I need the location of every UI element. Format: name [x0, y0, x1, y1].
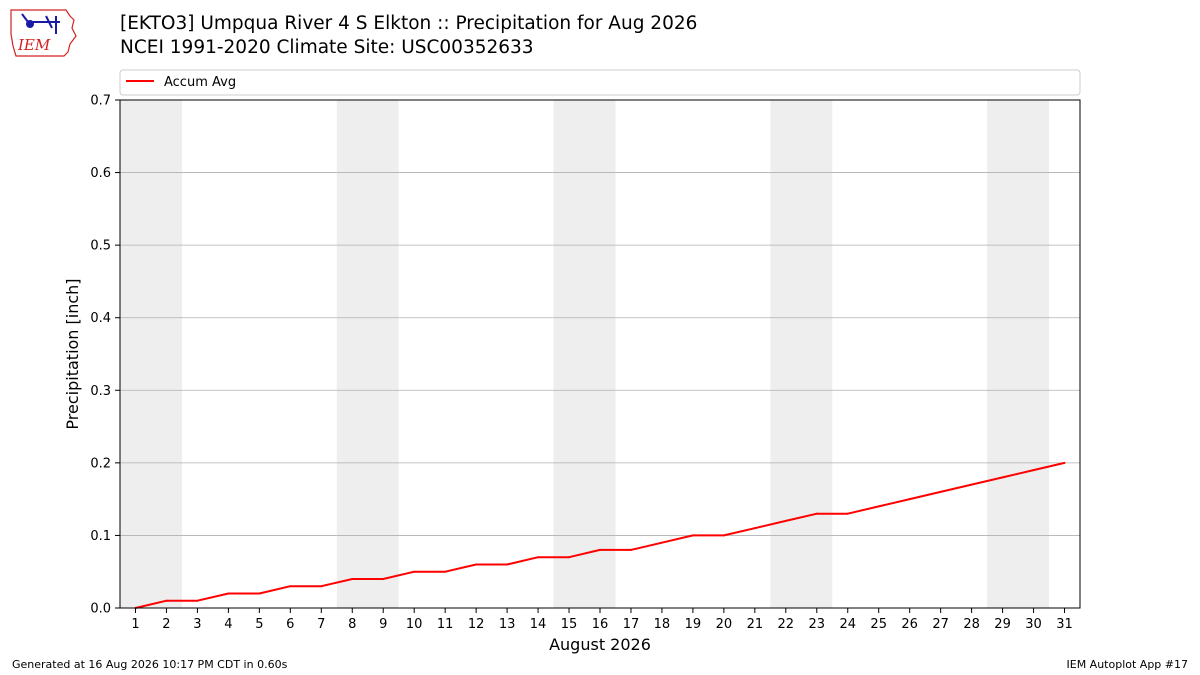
data-point: [753, 527, 756, 530]
x-tick-label: 31: [1056, 617, 1073, 632]
y-tick-label: 0.5: [90, 239, 111, 254]
data-point: [289, 585, 292, 588]
weekend-band: [553, 100, 616, 608]
x-tick-label: 27: [932, 617, 949, 632]
data-point: [258, 592, 261, 595]
y-axis-label: Precipitation [inch]: [63, 278, 82, 429]
data-point: [846, 512, 849, 515]
x-tick-label: 7: [317, 617, 325, 632]
y-tick-label: 0.4: [90, 311, 111, 326]
x-tick-label: 6: [286, 617, 294, 632]
legend-label: Accum Avg: [164, 75, 236, 90]
data-point: [815, 512, 818, 515]
data-point: [320, 585, 323, 588]
x-tick-label: 21: [747, 617, 764, 632]
x-tick-label: 1: [131, 617, 139, 632]
y-tick-label: 0.0: [90, 602, 111, 617]
data-point: [413, 570, 416, 573]
x-axis: 1 2 3 4 5 6 7 8 9 10 11 12 13 14 15 16 17 18 19 20 21 22 23 24 2…: [131, 608, 1073, 632]
weekend-bands: [120, 100, 1050, 608]
data-point: [908, 498, 911, 501]
data-point: [660, 541, 663, 544]
x-tick-label: 16: [592, 617, 609, 632]
data-point: [1032, 469, 1035, 472]
x-tick-label: 24: [839, 617, 856, 632]
x-tick-label: 14: [530, 617, 547, 632]
data-point: [537, 556, 540, 559]
y-tick-label: 0.2: [90, 456, 111, 471]
data-point: [1063, 461, 1066, 464]
data-point: [196, 599, 199, 602]
weekend-band: [987, 100, 1050, 608]
data-point: [351, 577, 354, 580]
x-tick-label: 5: [255, 617, 263, 632]
data-point: [475, 563, 478, 566]
weekend-band: [336, 100, 399, 608]
data-point: [784, 519, 787, 522]
x-tick-label: 11: [437, 617, 454, 632]
data-point: [629, 548, 632, 551]
x-tick-label: 29: [994, 617, 1011, 632]
app-label: IEM Autoplot App #17: [1066, 658, 1189, 671]
y-tick-label: 0.7: [90, 94, 111, 109]
x-tick-label: 15: [561, 617, 578, 632]
generated-timestamp: Generated at 16 Aug 2026 10:17 PM CDT in…: [12, 658, 288, 671]
x-tick-label: 23: [809, 617, 826, 632]
x-tick-label: 18: [654, 617, 671, 632]
x-tick-label: 12: [468, 617, 485, 632]
x-tick-label: 20: [716, 617, 733, 632]
legend-box: [119, 69, 1081, 96]
y-axis: 0.0 0.1 0.2 0.3 0.4 0.5 0.6 0.7: [90, 94, 120, 617]
x-tick-label: 17: [623, 617, 640, 632]
data-point: [877, 505, 880, 508]
legend: Accum Avg: [119, 69, 1081, 96]
y-tick-label: 0.1: [90, 529, 111, 544]
y-tick-label: 0.3: [90, 384, 111, 399]
x-tick-label: 2: [162, 617, 170, 632]
x-tick-label: 25: [870, 617, 887, 632]
data-point: [444, 570, 447, 573]
data-point: [227, 592, 230, 595]
data-point: [939, 490, 942, 493]
data-point: [970, 483, 973, 486]
weekend-band: [120, 100, 182, 608]
title-line-2: NCEI 1991-2020 Climate Site: USC00352633: [120, 37, 534, 58]
data-point: [1001, 476, 1004, 479]
x-tick-label: 22: [778, 617, 795, 632]
data-point: [382, 577, 385, 580]
weekend-band: [770, 100, 833, 608]
data-point: [568, 556, 571, 559]
x-tick-label: 30: [1025, 617, 1042, 632]
x-tick-label: 8: [348, 617, 356, 632]
x-tick-label: 10: [406, 617, 423, 632]
x-tick-label: 13: [499, 617, 516, 632]
data-point: [691, 534, 694, 537]
x-tick-label: 19: [685, 617, 702, 632]
x-tick-label: 26: [901, 617, 918, 632]
y-tick-label: 0.6: [90, 166, 111, 181]
x-tick-label: 3: [193, 617, 201, 632]
weather-station-icon: [21, 13, 60, 34]
iem-logo: IEM: [10, 9, 77, 57]
data-point: [165, 599, 168, 602]
x-tick-label: 9: [379, 617, 387, 632]
chart-title: [EKTO3] Umpqua River 4 S Elkton :: Preci…: [120, 12, 697, 60]
data-point: [506, 563, 509, 566]
title-line-1: [EKTO3] Umpqua River 4 S Elkton :: Preci…: [120, 13, 698, 34]
x-tick-label: 28: [963, 617, 980, 632]
data-point: [722, 534, 725, 537]
iowa-outline-icon: [10, 9, 77, 57]
data-point: [599, 548, 601, 551]
logo-text: IEM: [17, 36, 51, 54]
x-tick-label: 4: [224, 617, 232, 632]
x-axis-label: August 2026: [549, 635, 651, 654]
